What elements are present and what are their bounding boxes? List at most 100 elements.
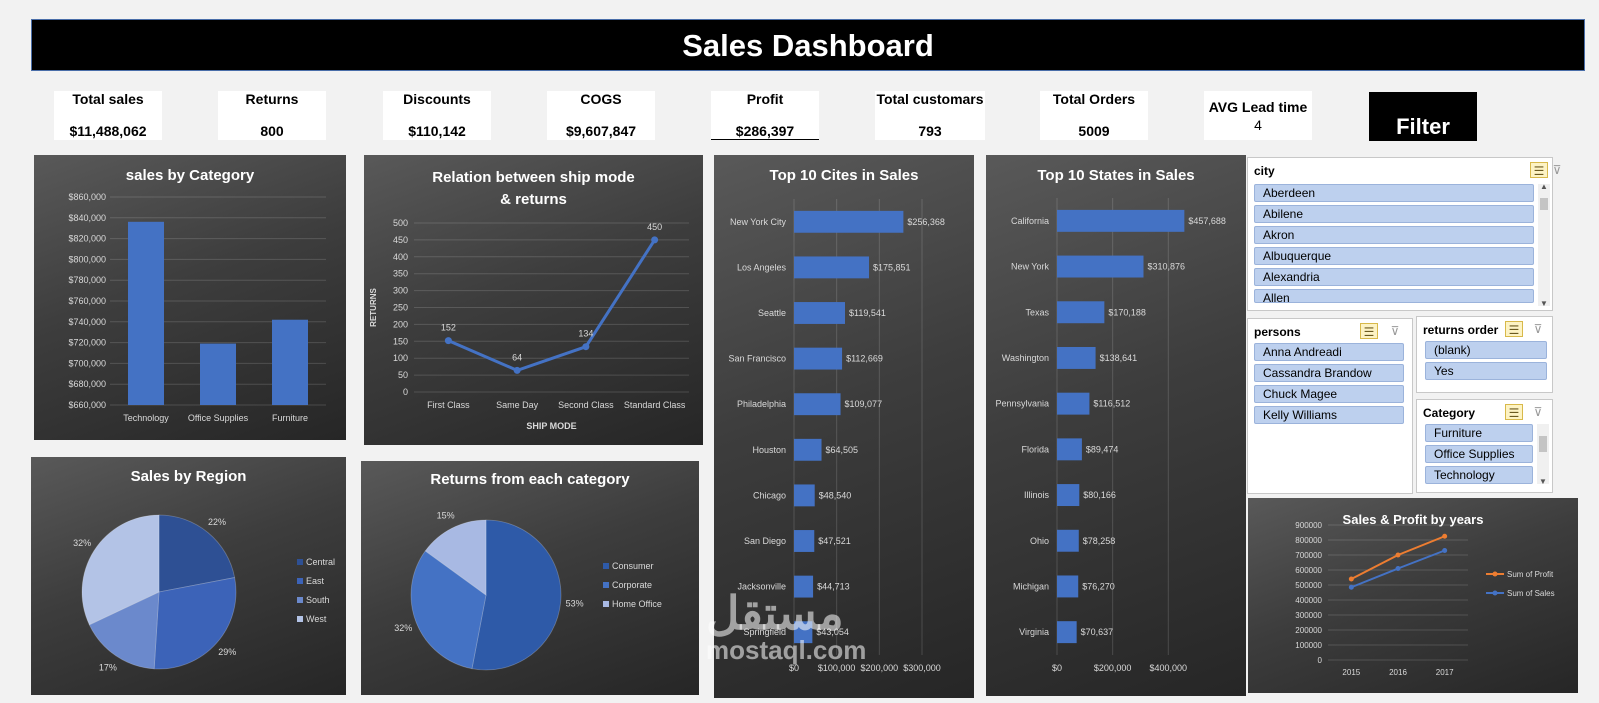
slicer-scrollbar[interactable]: ▼ xyxy=(1537,424,1549,486)
multi-select-icon[interactable]: ☰ xyxy=(1360,323,1378,339)
pie-chart: 53% 32% 15% Consumer Corporate Home Office xyxy=(394,511,662,671)
y-tick-label: 600000 xyxy=(1295,566,1322,575)
slicer-title: returns order xyxy=(1423,323,1499,337)
data-label: $310,876 xyxy=(1148,262,1186,272)
y-tick-label: 350 xyxy=(393,269,408,279)
scroll-thumb[interactable] xyxy=(1540,198,1548,210)
y-tick-label: 100000 xyxy=(1295,641,1322,650)
scroll-up-icon[interactable]: ▲ xyxy=(1540,182,1548,191)
chart-top-cities: Top 10 Cites in Sales $0 $100,000 $200,000… xyxy=(714,155,974,698)
legend-swatch xyxy=(603,563,609,569)
bar xyxy=(1057,621,1077,644)
kpi-value: 800 xyxy=(260,123,284,139)
kpi-label: Discounts xyxy=(403,91,471,107)
x-tick-label: $100,000 xyxy=(818,663,856,673)
category-label: Chicago xyxy=(753,490,786,500)
clear-filter-icon[interactable]: ⊽ xyxy=(1390,324,1400,338)
clear-filter-icon[interactable]: ⊽ xyxy=(1533,405,1543,419)
kpi-value: 793 xyxy=(918,123,942,139)
slicer-item-city[interactable]: Aberdeen xyxy=(1254,184,1534,202)
legend-label: Consumer xyxy=(612,561,654,571)
x-tick-label: Furniture xyxy=(272,413,308,423)
multi-select-icon[interactable]: ☰ xyxy=(1505,321,1523,337)
kpi-discounts: Discounts $110,142 xyxy=(383,91,491,140)
kpi-label: Total sales xyxy=(72,91,144,107)
bar xyxy=(1057,392,1090,415)
scroll-down-icon[interactable]: ▼ xyxy=(1539,477,1547,486)
clear-filter-icon[interactable]: ⊽ xyxy=(1552,163,1562,177)
slicer-title: Category xyxy=(1423,406,1476,420)
legend-swatch xyxy=(603,582,609,588)
slicer-item-category[interactable]: Furniture xyxy=(1425,424,1533,442)
y-tick-label: $860,000 xyxy=(68,192,106,202)
legend-swatch xyxy=(603,601,609,607)
chart-title: Relation between ship mode & returns xyxy=(364,167,703,211)
x-axis-label: SHIP MODE xyxy=(526,421,576,431)
data-label: $170,188 xyxy=(1108,307,1146,317)
x-tick-label: Standard Class xyxy=(624,400,686,410)
category-label: Washington xyxy=(1002,353,1049,363)
chart-title: Top 10 Cites in Sales xyxy=(769,167,919,184)
slicer-scrollbar[interactable]: ▲ ▼ xyxy=(1538,182,1550,308)
data-label: $138,641 xyxy=(1100,353,1138,363)
category-label: Florida xyxy=(1021,444,1049,454)
bar xyxy=(794,256,870,279)
bar xyxy=(794,575,814,598)
slicer-item-city[interactable]: Allen xyxy=(1254,289,1534,303)
slicer-item-category[interactable]: Technology xyxy=(1425,466,1533,484)
slicer-item-returns[interactable]: (blank) xyxy=(1425,341,1547,359)
pie-chart: 22% 29% 17% 32% Central East South West xyxy=(73,514,335,672)
legend-label: Home Office xyxy=(612,599,662,609)
kpi-value: $11,488,062 xyxy=(69,123,147,139)
x-tick-label: $0 xyxy=(789,663,799,673)
series-line xyxy=(1350,535,1446,580)
slicer-item-person[interactable]: Kelly Williams xyxy=(1254,406,1404,424)
horizontal-bar-chart: $0 $100,000 $200,000 $300,000 New York City $… xyxy=(728,199,945,673)
y-tick-label: 0 xyxy=(403,387,408,397)
data-point xyxy=(513,366,521,374)
slicer-item-city[interactable]: Alexandria xyxy=(1254,268,1534,286)
kpi-returns: Returns 800 xyxy=(218,91,326,140)
data-label: $89,474 xyxy=(1086,444,1119,454)
bar xyxy=(794,393,841,416)
slicer-item-category[interactable]: Office Supplies xyxy=(1425,445,1533,463)
slicer-item-city[interactable]: Albuquerque xyxy=(1254,247,1534,265)
x-tick-label: First Class xyxy=(427,400,470,410)
slicer-item-person[interactable]: Anna Andreadi xyxy=(1254,343,1404,361)
watermark: مستقل mostaql.com xyxy=(706,590,866,664)
bar xyxy=(794,621,813,644)
clear-filter-icon[interactable]: ⊽ xyxy=(1533,322,1543,336)
multi-select-icon[interactable]: ☰ xyxy=(1530,162,1548,178)
kpi-label: Returns xyxy=(245,91,299,107)
slicer-item-city[interactable]: Akron xyxy=(1254,226,1534,244)
data-label: $175,851 xyxy=(873,262,911,272)
slicer-item-returns[interactable]: Yes xyxy=(1425,362,1547,380)
bar xyxy=(1057,529,1079,552)
data-label: $109,077 xyxy=(845,399,883,409)
category-label: New York City xyxy=(730,217,787,227)
kpi-total-customers: Total customars 793 xyxy=(875,91,985,140)
scroll-thumb[interactable] xyxy=(1539,436,1547,452)
slicer-item-person[interactable]: Chuck Magee xyxy=(1254,385,1404,403)
legend-label: Sum of Profit xyxy=(1507,570,1554,579)
y-tick-label: 200 xyxy=(393,319,408,329)
chart-title: Sales by Region xyxy=(130,468,247,485)
y-tick-label: 50 xyxy=(398,370,408,380)
x-tick-label: $200,000 xyxy=(1094,663,1132,673)
bar xyxy=(1057,301,1105,324)
slicer-item-city[interactable]: Abilene xyxy=(1254,205,1534,223)
scroll-down-icon[interactable]: ▼ xyxy=(1540,299,1548,308)
y-tick-label: 200000 xyxy=(1295,626,1322,635)
x-tick-label: 2015 xyxy=(1342,668,1360,677)
filter-button[interactable]: Filter xyxy=(1369,92,1477,141)
category-label: Los Angeles xyxy=(737,262,787,272)
data-label: $47,521 xyxy=(818,536,851,546)
bar xyxy=(1057,484,1080,507)
category-label: Jacksonville xyxy=(737,582,786,592)
multi-select-icon[interactable]: ☰ xyxy=(1505,404,1523,420)
y-tick-label: $720,000 xyxy=(68,338,106,348)
slicer-item-person[interactable]: Cassandra Brandow xyxy=(1254,364,1404,382)
data-label: $78,258 xyxy=(1083,536,1116,546)
data-label: $116,512 xyxy=(1093,399,1130,409)
